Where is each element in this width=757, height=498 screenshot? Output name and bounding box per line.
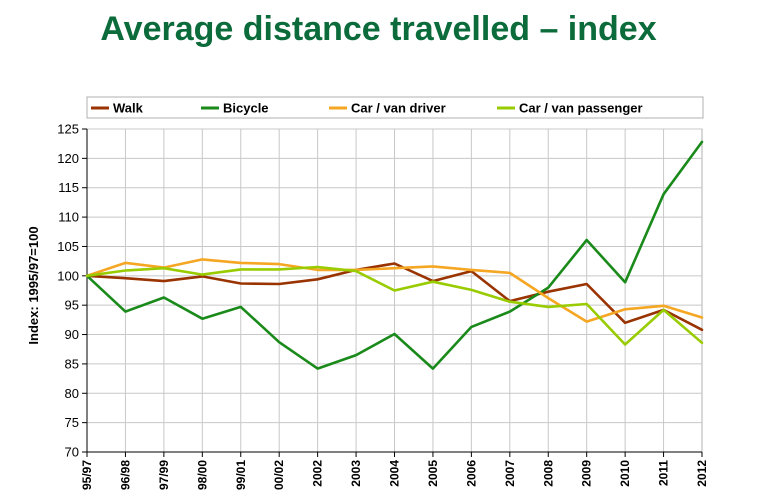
series-line-bicycle: [85, 140, 704, 370]
series-line-car-van-passenger: [85, 265, 704, 346]
x-tick-label: 2002: [311, 460, 325, 487]
legend-box: [86, 96, 704, 119]
x-tick-label: 2008: [541, 460, 555, 487]
x-tick-label: 00/02: [272, 460, 286, 490]
x-tick-label: 98/00: [195, 460, 209, 490]
legend-label: Car / van driver: [351, 101, 446, 116]
x-tick-label: 2004: [388, 460, 402, 487]
y-tick-label: 100: [57, 268, 79, 283]
x-tick-label: 2003: [349, 460, 363, 487]
legend: Walk Bicycle Car / van driver Car / van pas…: [86, 96, 704, 119]
x-tick-label: 2009: [580, 460, 594, 487]
legend-label: Walk: [113, 101, 144, 116]
legend-label: Car / van passenger: [519, 101, 643, 116]
y-axis-title: Index: 1995/97=100: [26, 226, 41, 344]
page-title: Average distance travelled – index: [100, 10, 657, 48]
x-tick-label: 95/97: [80, 460, 94, 490]
x-tick-label: 2012: [695, 460, 709, 487]
y-tick-label: 85: [65, 356, 79, 371]
x-tick-label: 2010: [618, 460, 632, 487]
axes: 70 75 80 85 90 95 100 105 110 115 120 125 95/97 96/98…: [26, 122, 709, 491]
y-tick-label: 80: [65, 386, 79, 401]
legend-label: Bicycle: [223, 101, 269, 116]
x-tick-label: 97/99: [157, 460, 171, 490]
series-lines: [85, 140, 704, 370]
series-line-walk: [85, 262, 704, 332]
y-tick-label: 90: [65, 327, 79, 342]
y-tick-label: 115: [58, 180, 79, 195]
y-tick-label: 95: [65, 298, 79, 313]
x-tick-label: 2005: [426, 460, 440, 487]
x-tick-label: 2006: [464, 460, 478, 487]
y-tick-label: 75: [65, 415, 79, 430]
y-tick-label: 70: [65, 445, 79, 460]
y-tick-label: 110: [58, 210, 79, 225]
y-tick-label: 125: [57, 122, 79, 137]
y-tick-label: 105: [57, 239, 79, 254]
x-tick-label: 99/01: [234, 460, 248, 490]
x-tick-label: 2007: [503, 460, 517, 487]
y-tick-label: 120: [57, 151, 79, 166]
x-tick-label: 96/98: [118, 460, 132, 490]
x-tick-label: 2011: [657, 460, 671, 486]
